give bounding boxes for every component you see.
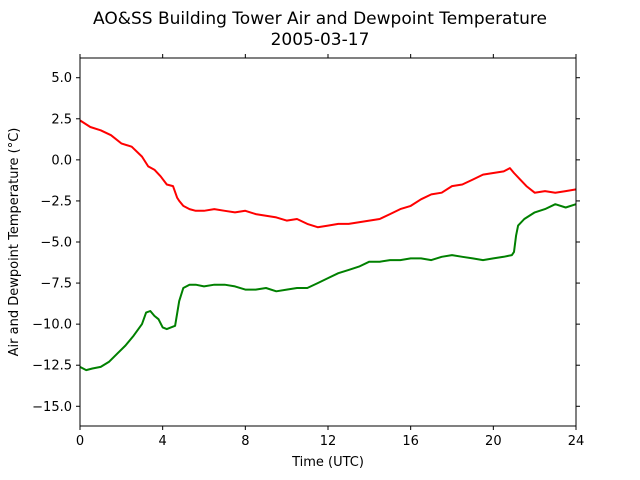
x-tick-label: 24 (568, 434, 585, 449)
y-tick-label: −12.5 (32, 359, 72, 374)
series-line-0 (79, 119, 577, 229)
x-tick-label: 20 (485, 434, 502, 449)
plot-lines (79, 119, 577, 372)
y-tick-label: −2.5 (40, 194, 72, 209)
y-axis-label: Air and Dewpoint Temperature (°C) (7, 128, 22, 357)
y-tick-label: 0.0 (51, 153, 72, 168)
x-tick-label: 16 (402, 434, 419, 449)
y-tick-label: −15.0 (32, 400, 72, 415)
y-tick-label: −10.0 (32, 318, 72, 333)
chart-subtitle: 2005-03-17 (271, 30, 370, 50)
chart-title: AO&SS Building Tower Air and Dewpoint Te… (93, 9, 547, 29)
y-tick-label: −5.0 (40, 236, 72, 251)
x-tick-label: 4 (159, 434, 167, 449)
x-tick-label: 12 (320, 434, 337, 449)
y-axis: 5.0 2.5 0.0 −2.5 −5.0 −7.5 −10.0 −12.5 −15.0 (32, 71, 580, 415)
y-tick-label: 5.0 (51, 71, 72, 86)
x-tick-label: 8 (241, 434, 249, 449)
y-tick-label: 2.5 (51, 112, 72, 127)
y-tick-label: −7.5 (40, 277, 72, 292)
x-tick-label: 0 (76, 434, 84, 449)
x-axis: 0 4 8 12 16 20 24 (76, 54, 584, 449)
x-axis-label: Time (UTC) (291, 455, 364, 470)
series-line-1 (79, 203, 577, 372)
